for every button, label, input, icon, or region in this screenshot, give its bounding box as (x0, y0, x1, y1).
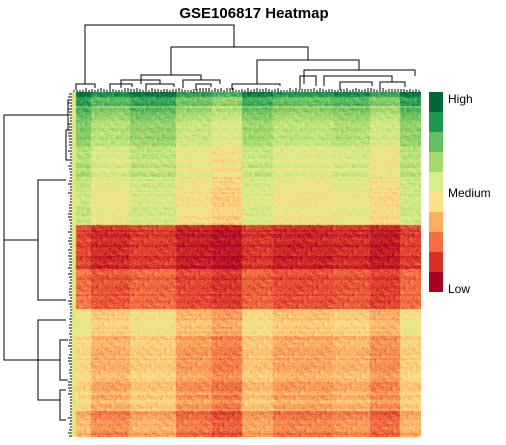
column-dendrogram-link (170, 46, 309, 75)
column-dendrogram-link (195, 83, 212, 90)
row-dendrogram-link (3, 239, 60, 361)
heatmap-cells (72, 92, 421, 437)
legend-swatch (429, 192, 443, 212)
row-dendrogram-link (59, 389, 66, 421)
legend-swatch (429, 132, 443, 152)
column-dendrogram-link (145, 83, 175, 90)
color-legend: High Medium Low (429, 92, 491, 296)
legend-swatch (429, 92, 443, 112)
column-dendrogram (73, 24, 420, 92)
row-dendrogram (3, 93, 72, 437)
legend-swatch (429, 112, 443, 132)
row-dendrogram-link (37, 179, 66, 301)
legend-swatch (429, 172, 443, 192)
column-dendrogram-link (303, 69, 416, 84)
legend-swatch (429, 232, 443, 252)
column-dendrogram-link (75, 83, 96, 90)
legend-label: High (448, 92, 473, 106)
column-dendrogram-link (182, 79, 221, 88)
column-dendrogram-link (256, 59, 360, 84)
column-dendrogram-link (299, 75, 317, 90)
column-dendrogram-link (379, 81, 406, 90)
chart-title: GSE106817 Heatmap (179, 5, 328, 22)
row-dendrogram-link (37, 319, 66, 401)
row-dendrogram-link (65, 129, 70, 161)
legend-swatch (429, 152, 443, 172)
legend-swatch (429, 212, 443, 232)
column-dendrogram-link (231, 83, 281, 90)
row-dendrogram-link (59, 339, 68, 381)
legend-label: Medium (448, 186, 491, 200)
legend-swatch (429, 252, 443, 272)
row-dendrogram-link (3, 114, 68, 241)
column-dendrogram-link (323, 75, 393, 86)
column-dendrogram-link (109, 83, 133, 90)
legend-label: Low (448, 282, 470, 296)
column-dendrogram-link (84, 24, 235, 84)
heatmap-body (72, 92, 421, 437)
legend-swatch (429, 272, 443, 292)
column-dendrogram-link (339, 81, 373, 90)
